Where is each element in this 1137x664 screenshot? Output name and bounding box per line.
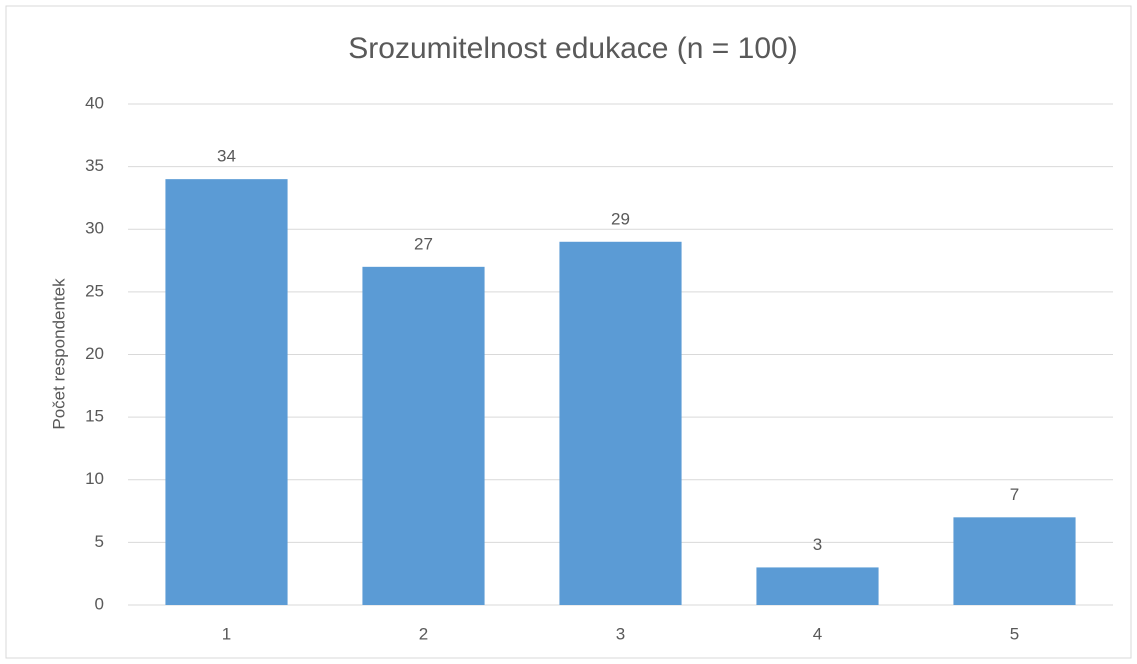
data-label: 29 [611,209,630,228]
bar [953,517,1076,605]
x-tick-label: 4 [813,624,822,643]
chart-title: Srozumitelnost edukace (n = 100) [348,32,797,65]
y-tick-label: 20 [85,344,104,363]
x-tick-label: 1 [222,624,231,643]
bar [756,567,879,605]
y-tick-label: 25 [85,281,104,300]
data-label: 34 [217,147,236,166]
data-label: 27 [414,234,433,253]
x-tick-label: 5 [1010,624,1019,643]
y-tick-label: 10 [85,469,104,488]
x-tick-label: 2 [419,624,428,643]
y-tick-label: 35 [85,156,104,175]
y-axis-label: Počet respondentek [49,278,68,430]
bar [362,266,485,605]
bar [165,179,288,605]
data-label: 7 [1010,485,1019,504]
x-tick-label: 3 [616,624,625,643]
data-label: 3 [813,535,822,554]
y-tick-label: 0 [95,594,104,613]
y-tick-label: 15 [85,407,104,426]
y-tick-label: 5 [95,532,104,551]
bar [559,241,682,605]
y-tick-label: 30 [85,219,104,238]
y-tick-label: 40 [85,93,104,112]
